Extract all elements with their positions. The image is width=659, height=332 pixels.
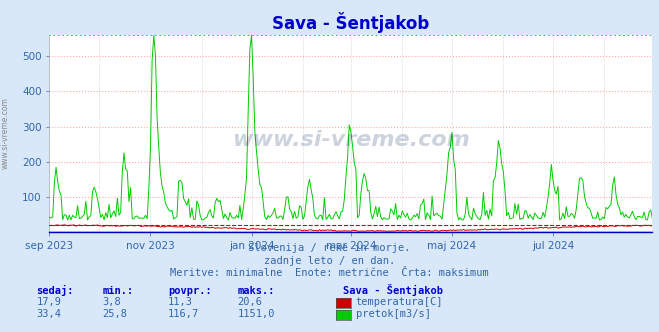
Text: maks.:: maks.: <box>237 286 275 296</box>
Text: min.:: min.: <box>102 286 133 296</box>
Text: pretok[m3/s]: pretok[m3/s] <box>356 309 431 319</box>
Text: 20,6: 20,6 <box>237 297 262 307</box>
Text: 17,9: 17,9 <box>36 297 61 307</box>
Text: sedaj:: sedaj: <box>36 285 74 296</box>
Text: Meritve: minimalne  Enote: metrične  Črta: maksimum: Meritve: minimalne Enote: metrične Črta:… <box>170 268 489 278</box>
Text: 3,8: 3,8 <box>102 297 121 307</box>
Text: www.si-vreme.com: www.si-vreme.com <box>232 129 470 149</box>
Title: Sava - Šentjakob: Sava - Šentjakob <box>272 12 430 33</box>
Text: 116,7: 116,7 <box>168 309 199 319</box>
Text: Sava - Šentjakob: Sava - Šentjakob <box>343 284 443 296</box>
Text: 11,3: 11,3 <box>168 297 193 307</box>
Text: www.si-vreme.com: www.si-vreme.com <box>1 97 10 169</box>
Text: 25,8: 25,8 <box>102 309 127 319</box>
Text: Slovenija / reke in morje.: Slovenija / reke in morje. <box>248 243 411 253</box>
Text: 33,4: 33,4 <box>36 309 61 319</box>
Text: povpr.:: povpr.: <box>168 286 212 296</box>
Text: temperatura[C]: temperatura[C] <box>356 297 444 307</box>
Text: zadnje leto / en dan.: zadnje leto / en dan. <box>264 256 395 266</box>
Text: 1151,0: 1151,0 <box>237 309 275 319</box>
